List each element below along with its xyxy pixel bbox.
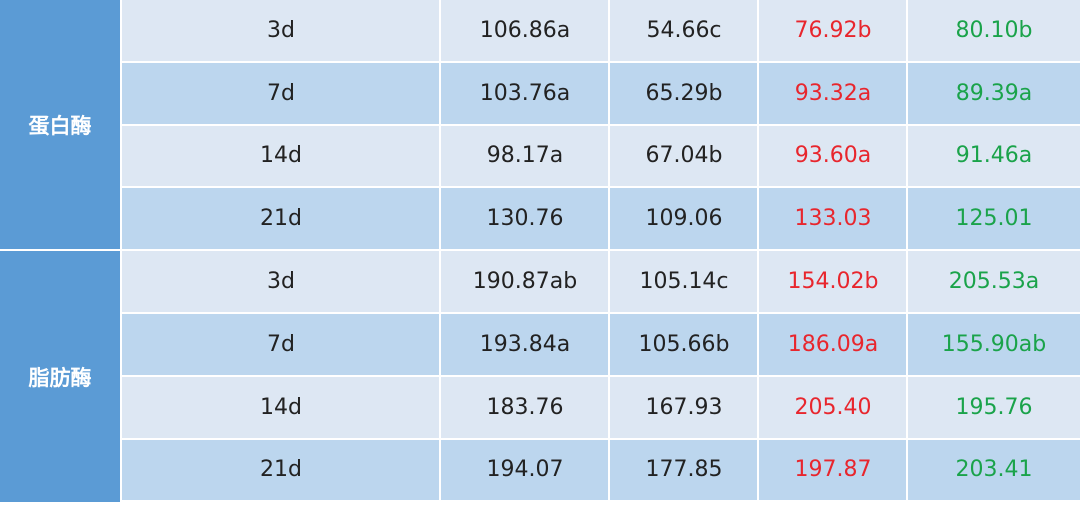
- table-cell: 155.90ab: [906, 314, 1080, 377]
- table-cell: 93.32a: [757, 62, 907, 126]
- table-cell: 3d: [120, 251, 440, 314]
- table-cell: 177.85: [608, 439, 758, 503]
- table-cell: 80.10b: [906, 0, 1080, 63]
- table-cell: 7d: [120, 62, 440, 126]
- group-label: 蛋白酶: [0, 0, 120, 250]
- table-cell: 93.60a: [757, 125, 907, 189]
- table-cell: 125.01: [906, 188, 1080, 252]
- table-cell: 67.04b: [608, 125, 758, 189]
- table-cell: 193.84a: [439, 314, 609, 377]
- table-cell: 7d: [120, 314, 440, 377]
- table-cell: 203.41: [906, 439, 1080, 503]
- table-cell: 195.76: [906, 376, 1080, 440]
- table-cell: 106.86a: [439, 0, 609, 63]
- table-cell: 205.53a: [906, 251, 1080, 314]
- table-cell: 89.39a: [906, 62, 1080, 126]
- table-cell: 167.93: [608, 376, 758, 440]
- table-cell: 197.87: [757, 439, 907, 503]
- table-cell: 76.92b: [757, 0, 907, 63]
- group-label: 脂肪酶: [0, 251, 120, 503]
- table-cell: 154.02b: [757, 251, 907, 314]
- table-cell: 103.76a: [439, 62, 609, 126]
- table-cell: 21d: [120, 439, 440, 503]
- table-cell: 105.66b: [608, 314, 758, 377]
- table-cell: 3d: [120, 0, 440, 63]
- table-cell: 194.07: [439, 439, 609, 503]
- table-cell: 65.29b: [608, 62, 758, 126]
- table-cell: 105.14c: [608, 251, 758, 314]
- table-cell: 133.03: [757, 188, 907, 252]
- table-cell: 21d: [120, 188, 440, 252]
- table-cell: 98.17a: [439, 125, 609, 189]
- table-cell: 109.06: [608, 188, 758, 252]
- table-cell: 14d: [120, 376, 440, 440]
- table-cell: 54.66c: [608, 0, 758, 63]
- table-cell: 183.76: [439, 376, 609, 440]
- table-cell: 91.46a: [906, 125, 1080, 189]
- table-cell: 205.40: [757, 376, 907, 440]
- table-cell: 190.87ab: [439, 251, 609, 314]
- table-cell: 186.09a: [757, 314, 907, 377]
- table-cell: 130.76: [439, 188, 609, 252]
- table-cell: 14d: [120, 125, 440, 189]
